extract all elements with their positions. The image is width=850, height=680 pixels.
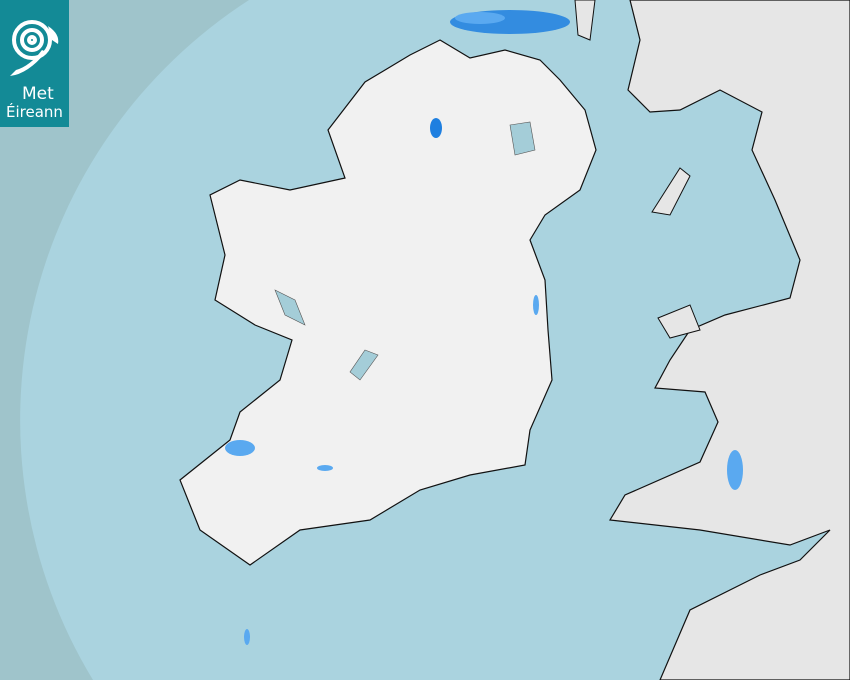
logo-text-met: Met — [22, 84, 54, 104]
scotland-kintyre — [574, 0, 596, 41]
rain-echoes — [225, 10, 743, 645]
anglesey — [657, 304, 701, 339]
logo-text-eireann: Éireann — [6, 103, 63, 121]
lough-neagh — [509, 121, 536, 156]
ireland-landmass — [179, 39, 597, 566]
rain-cell — [455, 12, 505, 24]
rain-cell — [225, 440, 255, 456]
great-britain-landmass — [609, 0, 850, 680]
rain-cell — [430, 118, 442, 138]
rain-cell — [533, 295, 539, 315]
rain-cell — [317, 465, 333, 471]
isle-of-man — [651, 167, 691, 216]
lough-corrib — [274, 289, 306, 326]
rain-cell — [727, 450, 743, 490]
met-eireann-logo: Met Éireann — [0, 0, 69, 127]
spiral-swirl-icon — [10, 20, 59, 76]
rain-cell — [244, 629, 250, 645]
lough-derg — [349, 349, 379, 381]
